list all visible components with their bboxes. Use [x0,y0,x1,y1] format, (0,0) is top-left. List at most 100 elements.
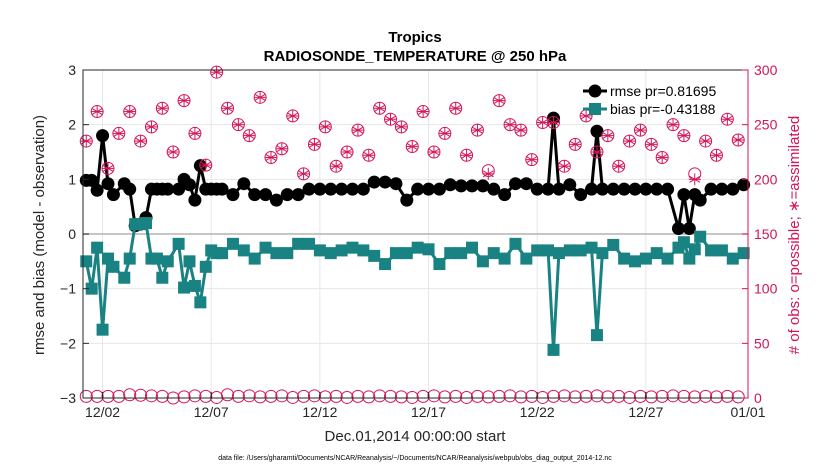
obs-possible-point [221,388,235,402]
bias-point [346,241,359,254]
obs-possible-point [275,389,289,403]
y-tick-label: −3 [60,390,76,406]
obs-assimilated-point [623,135,636,148]
rmse-point [541,182,555,196]
rmse-point [454,179,468,193]
rmse-point [574,188,588,202]
obs-possible-point [601,390,615,404]
obs-assimilated-point [460,149,473,162]
obs-assimilated-point [438,127,451,140]
obs-possible-point [123,388,137,402]
bias-point [188,279,201,292]
rmse-point [682,222,696,236]
rmse-point [487,182,501,196]
obs-possible-point [525,389,539,403]
y-tick-label: 1 [68,171,76,187]
rmse-point [422,182,436,196]
bias-point [547,343,560,356]
rmse-point [280,188,294,202]
obs-assimilated-point [275,142,288,155]
obs-assimilated-point [417,105,430,118]
obs-assimilated-point [384,113,397,126]
obs-possible-point [155,389,169,403]
rmse-point [465,179,479,193]
obs-assimilated-point [536,116,549,129]
obs-possible-point [231,389,245,403]
obs-possible-point [351,389,365,403]
legend-rmse-label: rmse pr=0.81695 [610,83,716,99]
bias-point [563,244,576,257]
obs-possible-point [405,390,419,404]
legend-rmse-marker [588,84,602,98]
x-tick-label: 12/12 [302,404,337,420]
bias-point [607,238,620,251]
rmse-point [226,188,240,202]
bias-point [303,237,316,250]
rmse-point [215,182,229,196]
bias-point [639,252,652,265]
obs-possible-point [557,389,571,403]
bias-point [677,236,690,249]
obs-assimilated-point [297,167,310,180]
obs-assimilated-point [667,118,680,131]
obs-possible-point [134,388,148,402]
rmse-point [96,129,110,143]
y2-tick-label: 300 [754,62,778,78]
rmse-point [552,182,566,196]
obs-possible-point [449,389,463,403]
obs-assimilated-point [634,124,647,137]
obs-possible-point [720,389,734,403]
obs-assimilated-point [656,151,669,164]
obs-assimilated-point [721,113,734,126]
bias-point [96,323,109,336]
rmse-point [400,193,414,207]
bias-point [281,247,294,260]
rmse-point [188,193,202,207]
y2-tick-label: 100 [754,281,778,297]
bias-point [694,230,707,243]
rmse-point [259,188,273,202]
rmse-point [378,175,392,189]
bias-point [590,329,603,342]
x-tick-label: 12/27 [628,404,663,420]
obs-possible-point [112,389,126,403]
bias-point [737,247,750,260]
obs-possible-point [427,389,441,403]
obs-possible-point [438,390,452,404]
obs-possible-point [666,389,680,403]
rmse-point [617,182,631,196]
obs-possible-point [481,390,495,404]
obs-possible-point [177,390,191,404]
obs-assimilated-point [112,127,125,140]
bias-point [574,244,587,257]
obs-possible-point [188,389,202,403]
obs-assimilated-point [558,160,571,173]
legend: rmse pr=0.81695 bias pr=-0.43188 [583,83,716,117]
bias-point [715,244,728,257]
obs-possible-point [253,390,267,404]
bias-point [487,247,500,260]
bias-point [270,247,283,260]
obs-possible-point [709,390,723,404]
x-tick-label: 12/22 [520,404,555,420]
bias-point [368,249,381,262]
obs-possible-point [699,389,713,403]
y-tick-label: −1 [60,281,76,297]
obs-assimilated-point [232,118,245,131]
rmse-point [661,182,675,196]
bias-point [705,244,718,257]
obs-assimilated-point [493,94,506,107]
obs-assimilated-point [677,129,690,142]
rmse-point [182,178,196,192]
bias-point [466,241,479,254]
obs-assimilated-point [101,162,114,175]
bias-point [389,247,402,260]
obs-assimilated-point [167,146,180,158]
bias-point [661,252,674,265]
obs-assimilated-point [699,135,712,148]
obs-assimilated-point [406,140,419,153]
bias-point [150,252,163,265]
bias-point [183,255,196,268]
obs-assimilated-point [243,129,256,142]
obs-possible-point [688,390,702,404]
